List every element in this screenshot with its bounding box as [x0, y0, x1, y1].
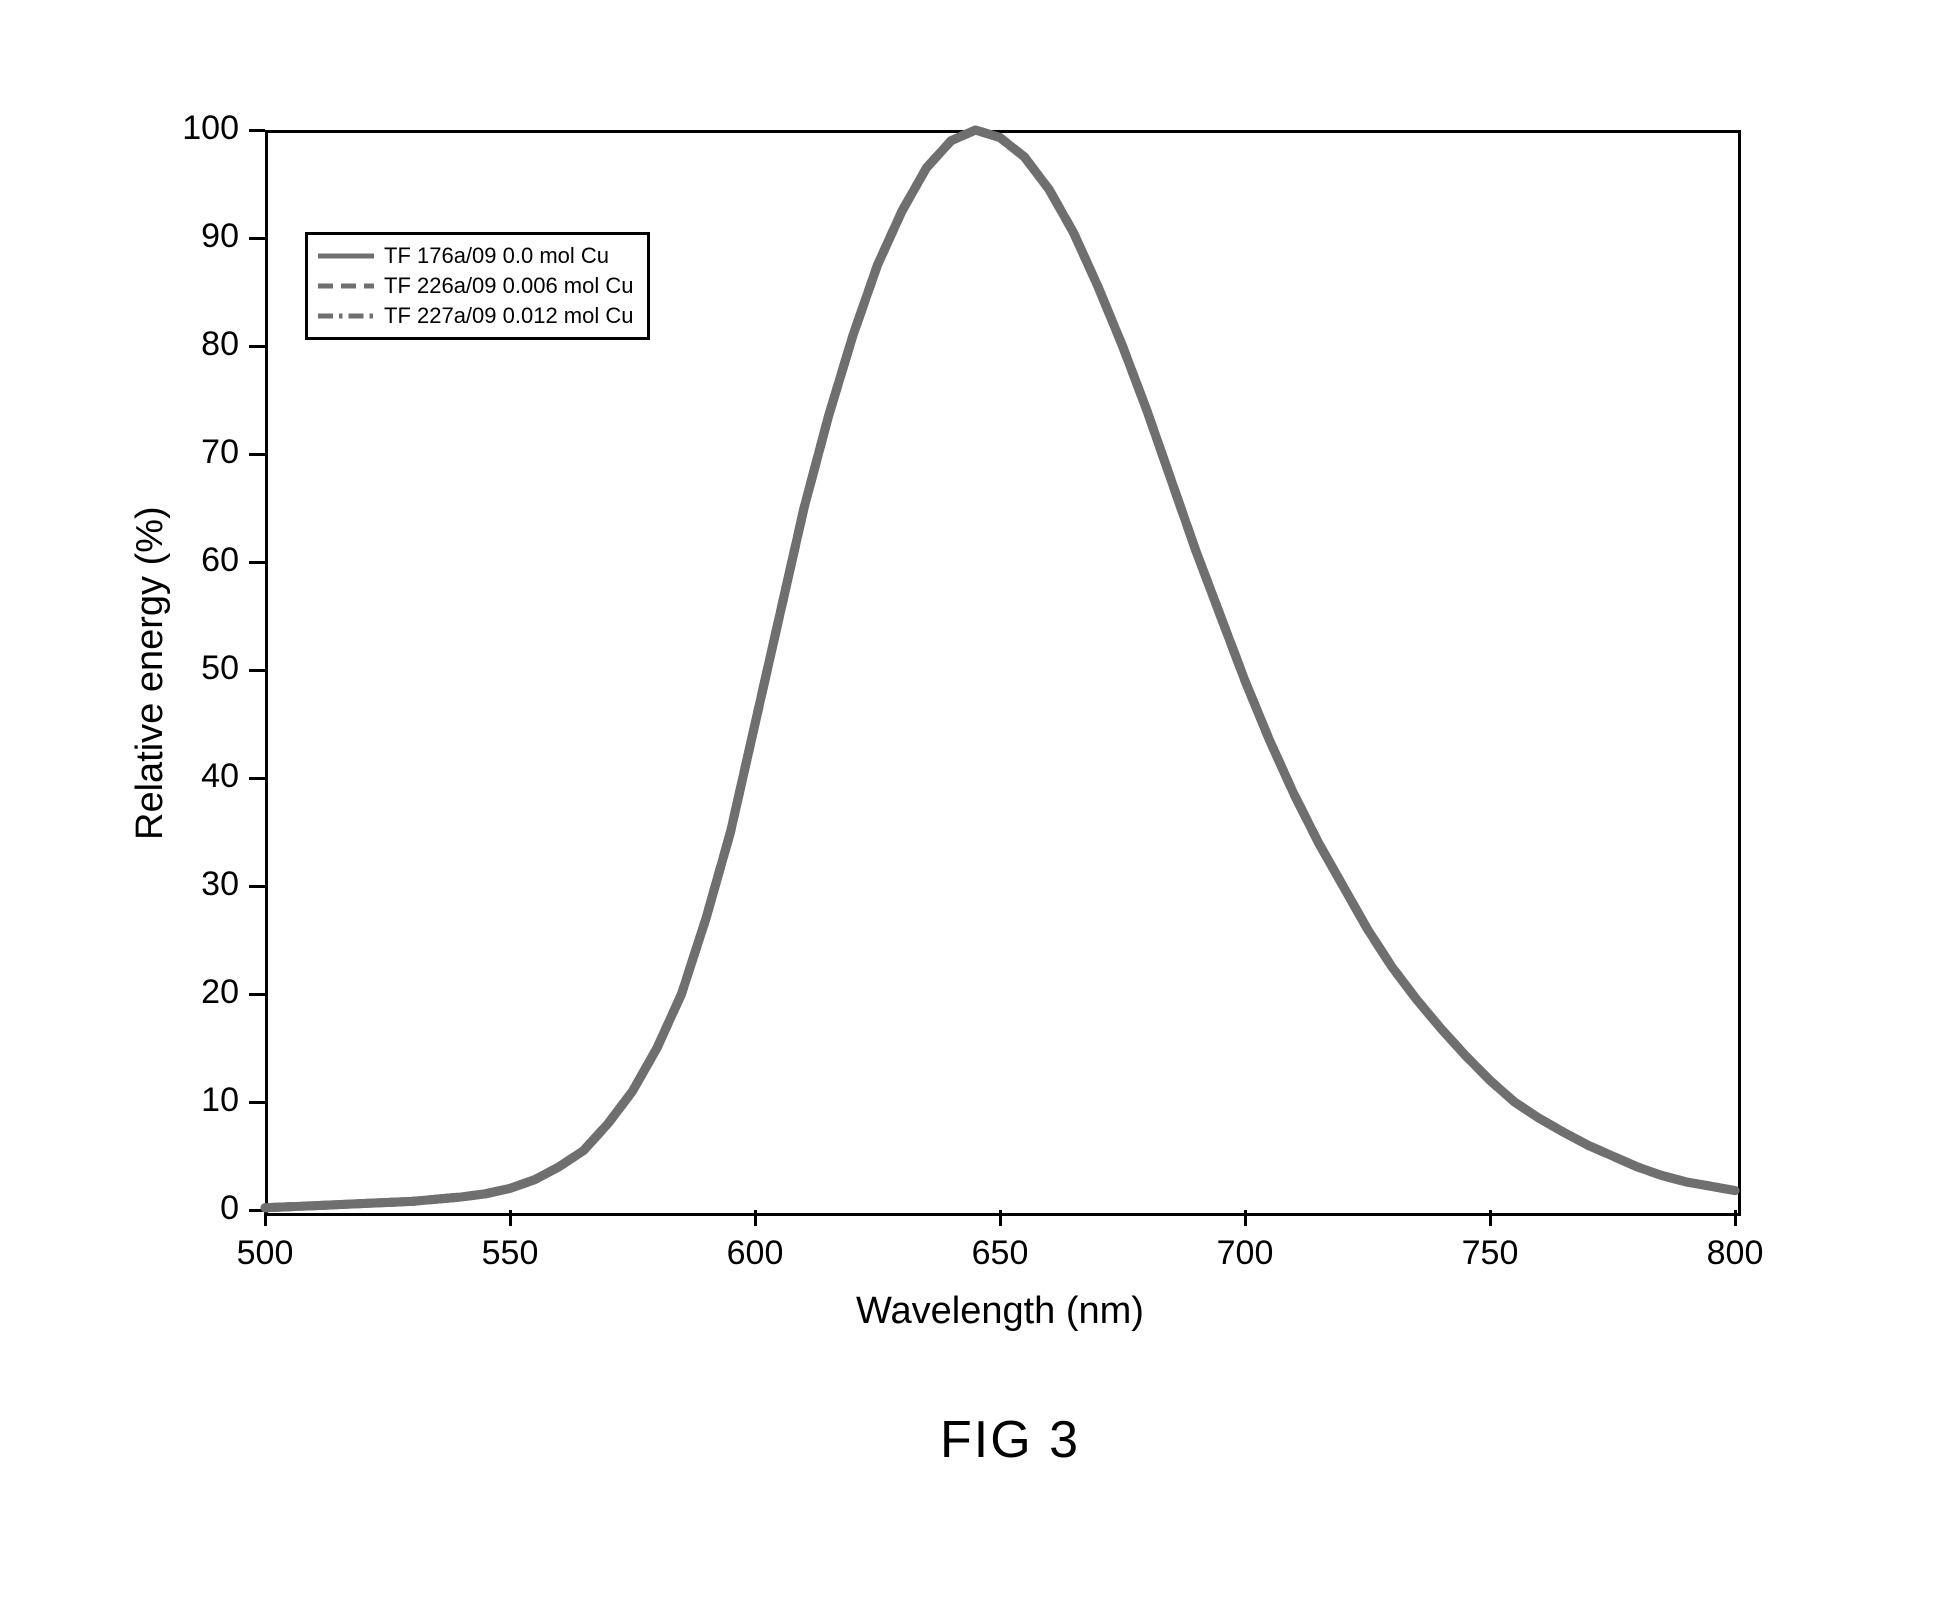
series-svg	[0, 0, 1745, 1220]
legend-label: TF 226a/09 0.006 mol Cu	[384, 273, 633, 299]
legend-row: TF 227a/09 0.012 mol Cu	[318, 301, 633, 331]
legend-swatch	[318, 306, 374, 326]
x-tick-label: 800	[1675, 1234, 1795, 1273]
x-tick-label: 650	[940, 1234, 1060, 1273]
legend-swatch	[318, 276, 374, 296]
x-axis-label: Wavelength (nm)	[830, 1290, 1170, 1333]
legend-label: TF 227a/09 0.012 mol Cu	[384, 303, 633, 329]
legend-row: TF 176a/09 0.0 mol Cu	[318, 241, 633, 271]
x-tick-label: 550	[450, 1234, 570, 1273]
x-tick-label: 600	[695, 1234, 815, 1273]
page: { "figure": { "caption": "FIG 3", "backg…	[0, 0, 1940, 1622]
legend-row: TF 226a/09 0.006 mol Cu	[318, 271, 633, 301]
figure-caption: FIG 3	[910, 1410, 1110, 1470]
x-tick-label: 750	[1430, 1234, 1550, 1273]
legend-swatch	[318, 246, 374, 266]
legend-label: TF 176a/09 0.0 mol Cu	[384, 243, 609, 269]
legend: TF 176a/09 0.0 mol Cu TF 226a/09 0.006 mo…	[305, 232, 650, 340]
x-tick-label: 500	[205, 1234, 325, 1273]
x-tick-label: 700	[1185, 1234, 1305, 1273]
